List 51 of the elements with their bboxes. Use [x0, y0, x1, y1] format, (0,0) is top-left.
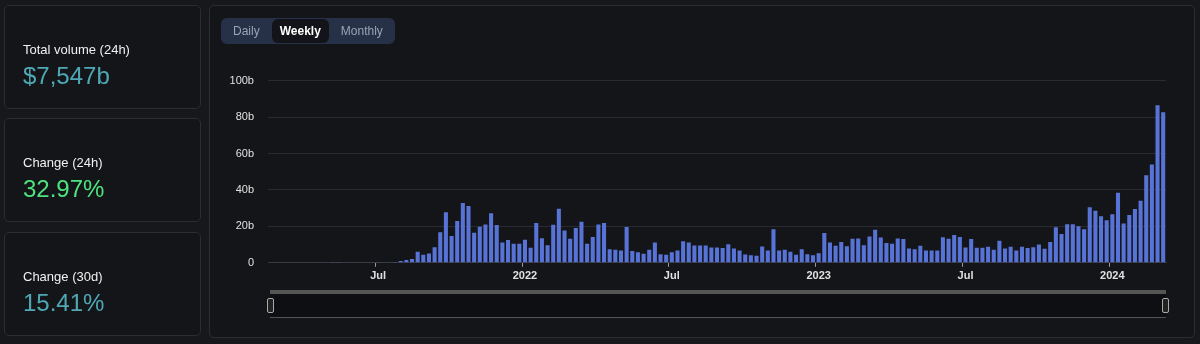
text: 32.97% [23, 175, 105, 203]
bar [681, 241, 686, 263]
y-tick-label: 20b [235, 219, 254, 232]
bar [844, 246, 849, 263]
text: Change (30d) [23, 269, 103, 284]
bar [986, 246, 991, 263]
x-tick-label: Jul [663, 269, 680, 282]
y-tick-label: 80b [235, 110, 254, 123]
bar [748, 255, 753, 263]
bar [923, 250, 928, 263]
bar [635, 252, 640, 263]
text: $7,547b [23, 62, 110, 90]
bar [539, 238, 544, 263]
y-tick-label: 60b [235, 146, 254, 159]
y-tick-label: 100b [229, 73, 254, 86]
bar [794, 254, 799, 263]
bar [1019, 246, 1025, 263]
bar [585, 243, 590, 263]
bar [714, 247, 720, 263]
x-tick-label: Jul [957, 269, 974, 282]
bar [443, 212, 448, 263]
bar [1132, 209, 1137, 263]
bar [698, 245, 703, 263]
x-tick-label: 2024 [1100, 269, 1126, 282]
bar [1036, 244, 1041, 263]
bar [810, 255, 816, 263]
text: 15.41% [23, 289, 105, 317]
x-tick-label: Jul [370, 269, 387, 282]
bar [906, 248, 912, 263]
x-tick-label: 2022 [512, 269, 538, 282]
bar [1082, 229, 1087, 263]
x-tick-label: 2023 [806, 269, 831, 282]
text: Weekly [271, 19, 329, 43]
bar [731, 248, 736, 263]
bar [506, 240, 511, 263]
bar [522, 239, 528, 263]
bar [1099, 216, 1104, 263]
text: Change (24h) [23, 155, 103, 170]
bar [618, 250, 624, 263]
bar [940, 237, 945, 263]
bar [827, 242, 832, 263]
text: Daily [232, 23, 261, 40]
bar [1115, 192, 1121, 263]
text: Total volume (24h) [23, 42, 130, 57]
bar [489, 213, 494, 263]
y-tick-label: 0 [247, 255, 254, 268]
bar [890, 243, 895, 263]
y-tick-label: 40b [235, 182, 254, 195]
text: Monthly [339, 23, 384, 40]
bar [602, 223, 607, 263]
bar [1003, 248, 1008, 263]
